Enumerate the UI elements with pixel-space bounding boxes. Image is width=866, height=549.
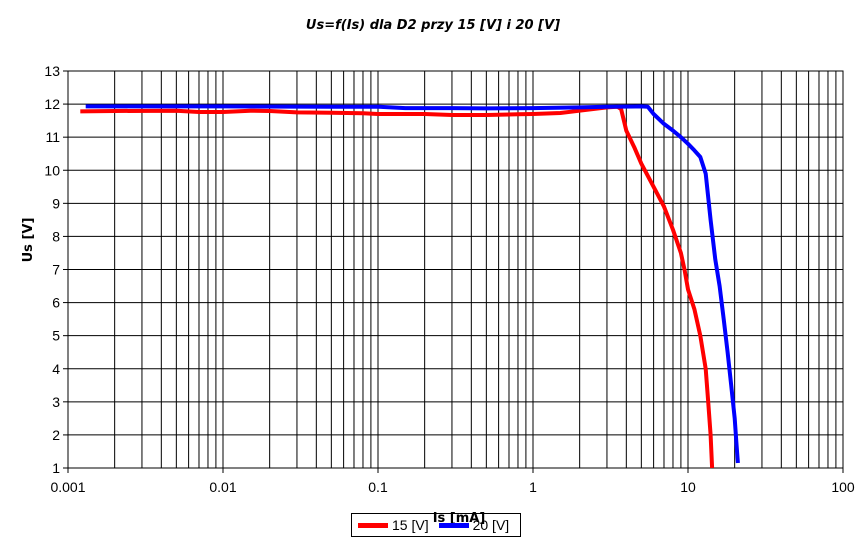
x-tick-label: 0.001 [50,479,85,495]
y-tick-label: 12 [44,96,60,112]
y-axis-label: Us [V] [20,217,36,263]
x-axis-label: Is [mA] [432,511,486,526]
legend-label-20v: 20 [V] [472,517,510,533]
y-tick-label: 9 [52,195,60,211]
legend-swatch-red [358,522,388,528]
y-tick-label: 11 [45,129,60,145]
x-tick-label: 0.1 [368,479,388,495]
y-tick-label: 3 [52,394,60,410]
series-lines [80,104,740,469]
y-tick-label: 4 [52,361,60,377]
y-tick-label: 6 [52,295,60,311]
legend: 15 [V] 20 [V] [351,513,521,537]
x-tick-label: 1 [529,479,537,495]
grid [67,70,844,469]
y-tick-label: 7 [52,262,60,278]
y-tick-label: 5 [52,328,60,344]
y-tick-label: 10 [44,162,60,178]
legend-label-15v: 15 [V] [392,517,429,533]
x-tick-label: 10 [680,479,696,495]
x-tick-label: 100 [831,479,855,495]
y-tick-label: 2 [52,427,60,443]
legend-item-20v: 20 [V] [438,517,510,533]
series-line-20v [85,104,740,464]
chart-title: Us=f(Is) dla D2 przy 15 [V] i 20 [V] [305,18,561,33]
x-tick-label: 0.01 [209,479,236,495]
y-tick-label: 8 [52,228,60,244]
y-tick-label: 1 [52,460,60,476]
legend-item-15v: 15 [V] [358,517,429,533]
y-tick-label: 13 [44,63,60,79]
legend-swatch-blue [438,522,469,528]
